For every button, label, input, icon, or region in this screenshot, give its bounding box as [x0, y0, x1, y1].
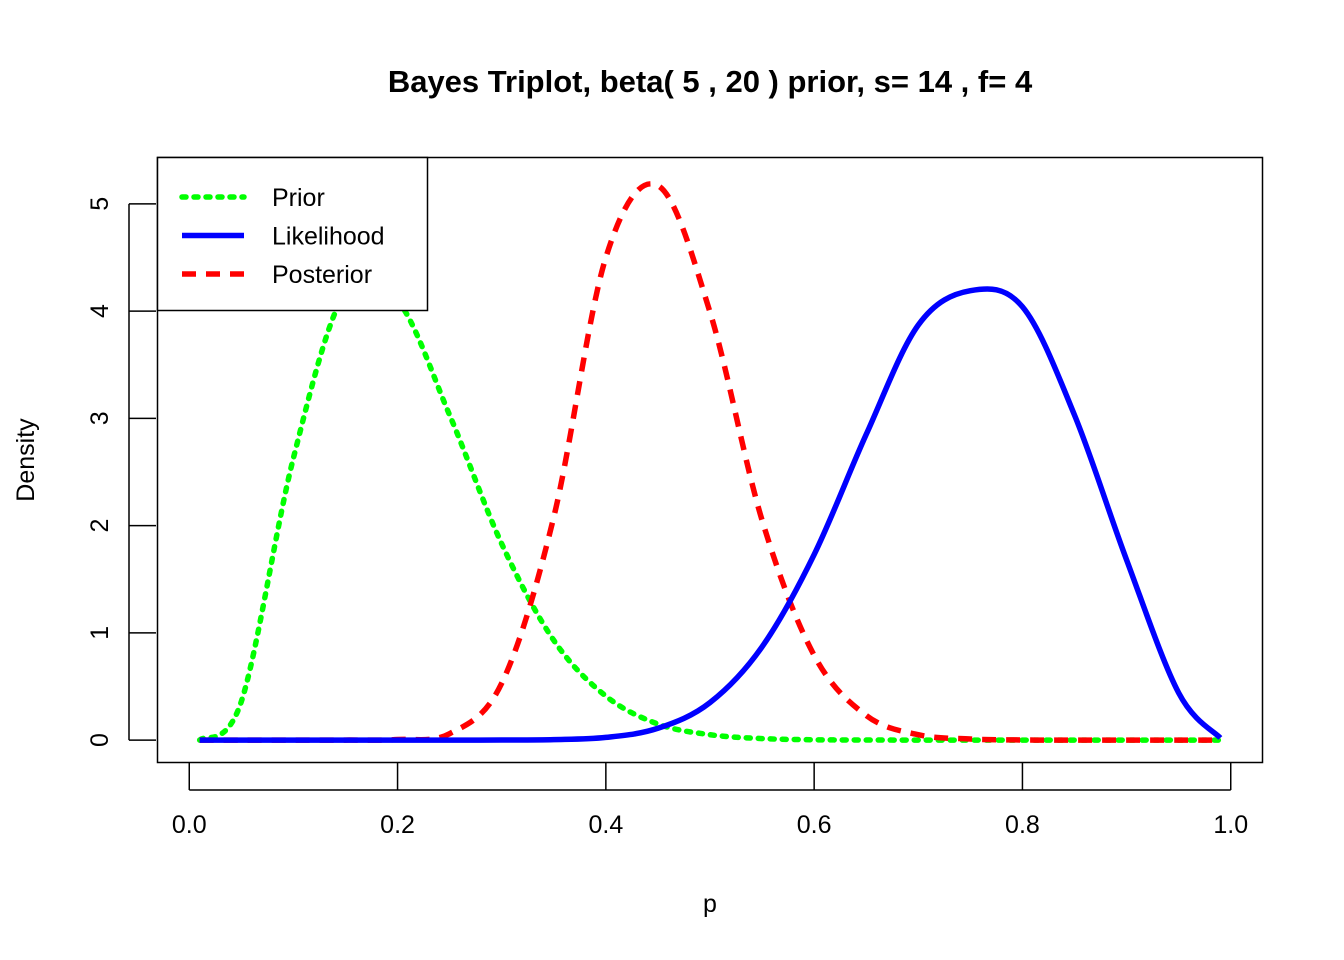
x-tick-label: 0.0: [172, 811, 207, 839]
x-tick-label: 0.2: [380, 811, 415, 839]
legend-label-likelihood: Likelihood: [272, 223, 385, 251]
y-tick-label: 0: [86, 733, 114, 747]
x-axis: 0.0 0.2 0.4 0.6 0.8 1.0: [172, 763, 1248, 839]
x-tick-label: 0.6: [797, 811, 832, 839]
y-tick-label: 5: [86, 197, 114, 211]
y-tick-label: 4: [86, 304, 114, 318]
x-axis-label: p: [703, 890, 717, 918]
legend-label-prior: Prior: [272, 184, 325, 212]
y-axis-label: Density: [12, 418, 40, 502]
legend-label-posterior: Posterior: [272, 261, 372, 289]
y-tick-label: 1: [86, 626, 114, 640]
y-axis: 0 1 2 3 4 5: [86, 197, 156, 747]
series-line-likelihood: [199, 286, 1223, 743]
y-tick-label: 3: [86, 411, 114, 425]
y-tick-label: 2: [86, 519, 114, 533]
chart-title: Bayes Triplot, beta( 5 , 20 ) prior, s= …: [388, 64, 1033, 99]
x-tick-label: 0.8: [1005, 811, 1040, 839]
series-layer: [196, 181, 1224, 743]
legend: Prior Likelihood Posterior: [156, 156, 429, 312]
x-tick-label: 1.0: [1213, 811, 1248, 839]
series-line-prior: [196, 275, 1224, 743]
x-tick-label: 0.4: [588, 811, 623, 839]
plot-area-frame: [156, 156, 1264, 764]
